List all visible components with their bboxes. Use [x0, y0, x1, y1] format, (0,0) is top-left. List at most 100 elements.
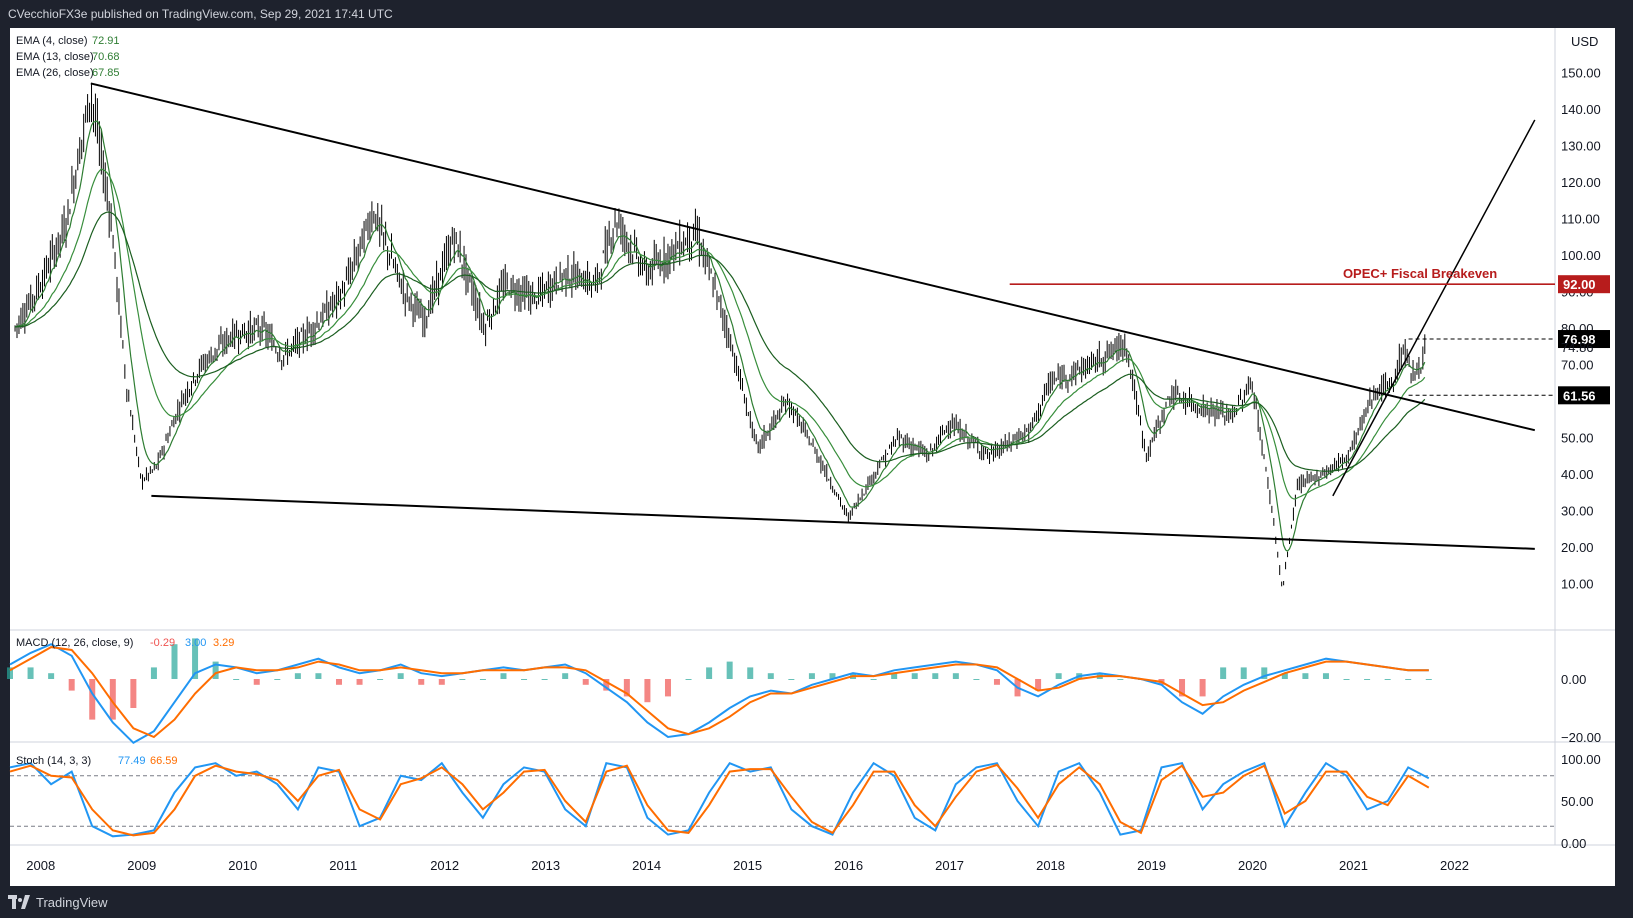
macd-hist-bar: [1322, 673, 1329, 679]
price-tick-label: 50.00: [1561, 431, 1594, 446]
macd-histogram: [7, 638, 1432, 720]
date-tick-label: 2022: [1440, 858, 1469, 873]
price-tick-label: 150.00: [1561, 66, 1601, 81]
macd-hist-bar: [829, 673, 836, 679]
trendline: [1332, 119, 1536, 497]
macd-hist-bar: [335, 679, 342, 685]
macd-hist-bar: [993, 679, 1000, 685]
macd-hist-bar: [68, 679, 75, 691]
macd-hist-bar: [788, 679, 795, 680]
stoch-tick-label: 0.00: [1561, 836, 1586, 851]
date-tick-label: 2015: [733, 858, 762, 873]
macd-tick-label: −20.00: [1561, 730, 1601, 745]
macd-hist-bar: [1055, 673, 1062, 679]
macd-hist-bar: [1384, 679, 1391, 680]
price-tick-label: 40.00: [1561, 467, 1594, 482]
ema-legend-value: 72.91: [92, 35, 120, 47]
price-tick-label: 70.00: [1561, 358, 1594, 373]
macd-hist-bar: [582, 679, 589, 685]
date-tick-label: 2009: [127, 858, 156, 873]
macd-hist-bar: [1220, 667, 1227, 679]
stoch-tick-label: 100.00: [1561, 752, 1601, 767]
date-tick-label: 2016: [834, 858, 863, 873]
ema-legend-label: EMA (13, close): [16, 51, 94, 63]
publish-header: CVecchioFX3e published on TradingView.co…: [0, 0, 1633, 28]
opec-breakeven-label: OPEC+ Fiscal Breakeven: [1343, 266, 1497, 281]
macd-hist-bar: [7, 667, 13, 679]
level-tag: 61.56: [1563, 388, 1596, 403]
macd-hist-bar: [48, 673, 55, 679]
price-tick-label: 20.00: [1561, 540, 1594, 555]
published-text: CVecchioFX3e published on TradingView.co…: [8, 7, 393, 21]
macd-hist-bar: [377, 679, 384, 680]
macd-hist-bar: [397, 673, 404, 679]
macd-hist-bar: [891, 673, 898, 679]
macd-hist-bar: [644, 679, 651, 703]
macd-hist-bar: [1240, 667, 1247, 679]
macd-hist-bar: [438, 679, 445, 685]
macd-line: [9, 643, 1429, 745]
price-tick-label: 130.00: [1561, 139, 1601, 154]
macd-hist-bar: [1281, 673, 1288, 679]
macd-hist-bar: [973, 679, 980, 680]
macd-hist-bar: [233, 679, 240, 680]
macd-hist-bar: [1261, 667, 1268, 679]
macd-hist-bar: [212, 661, 219, 679]
ema-line-4: [14, 120, 1426, 553]
tradingview-brand: TradingView: [36, 894, 108, 910]
macd-hist-bar: [109, 679, 116, 720]
macd-hist-bar: [274, 679, 281, 680]
price-tick-label: 30.00: [1561, 504, 1594, 519]
price-tick-label: 100.00: [1561, 248, 1601, 263]
tradingview-logo-icon: [8, 895, 30, 909]
last-price-label: 74.86: [1561, 340, 1594, 355]
macd-hist-bar: [664, 679, 671, 697]
macd-hist-bar: [603, 679, 610, 691]
tradingview-footer: TradingView: [0, 886, 1633, 918]
macd-hist-bar: [1302, 673, 1309, 679]
macd-hist-bar: [89, 679, 96, 720]
stoch-k-value: 77.49: [118, 755, 146, 767]
date-tick-label: 2020: [1238, 858, 1267, 873]
ema-legend-label: EMA (26, close): [16, 67, 94, 79]
price-tick-label: 120.00: [1561, 175, 1601, 190]
macd-hist-bar: [1117, 679, 1124, 680]
macd-signal-value: 3.29: [213, 637, 234, 649]
macd-hist-bar: [27, 667, 34, 679]
ema-line-26: [14, 211, 1426, 472]
macd-hist-bar: [315, 673, 322, 679]
macd-hist-bar: [150, 667, 157, 679]
date-tick-label: 2011: [329, 858, 357, 873]
macd-legend-label: MACD (12, 26, close, 9): [16, 637, 133, 649]
macd-hist-bar: [1405, 679, 1412, 680]
macd-hist-bar: [1425, 679, 1432, 680]
macd-hist-bar: [685, 679, 692, 680]
macd-hist-bar: [932, 673, 939, 679]
ema-legend-label: EMA (4, close): [16, 35, 88, 47]
date-tick-label: 2014: [632, 858, 661, 873]
level-tag: 76.98: [1563, 332, 1596, 347]
macd-hist-bar: [1199, 679, 1206, 697]
macd-hist-bar: [952, 673, 959, 679]
macd-tick-label: 0.00: [1561, 672, 1586, 687]
stoch-tick-label: 50.00: [1561, 794, 1594, 809]
macd-hist-bar: [1343, 679, 1350, 680]
plot-background: [10, 28, 1615, 886]
ema-legend-value: 70.68: [92, 51, 120, 63]
date-tick-label: 2019: [1137, 858, 1166, 873]
date-tick-label: 2008: [26, 858, 55, 873]
macd-hist-bar: [1035, 679, 1042, 691]
macd-hist-bar: [356, 679, 363, 685]
macd-hist-bar: [562, 673, 569, 679]
macd-hist-bar: [726, 661, 733, 679]
macd-hist-value: -0.29: [150, 637, 175, 649]
macd-hist-bar: [706, 667, 713, 679]
macd-hist-bar: [623, 679, 630, 697]
macd-hist-bar: [870, 679, 877, 680]
macd-hist-bar: [192, 638, 199, 679]
date-tick-label: 2021: [1339, 858, 1368, 873]
macd-hist-bar: [1179, 679, 1186, 697]
level-tag-bg: [1558, 386, 1610, 405]
macd-hist-bar: [500, 673, 507, 679]
